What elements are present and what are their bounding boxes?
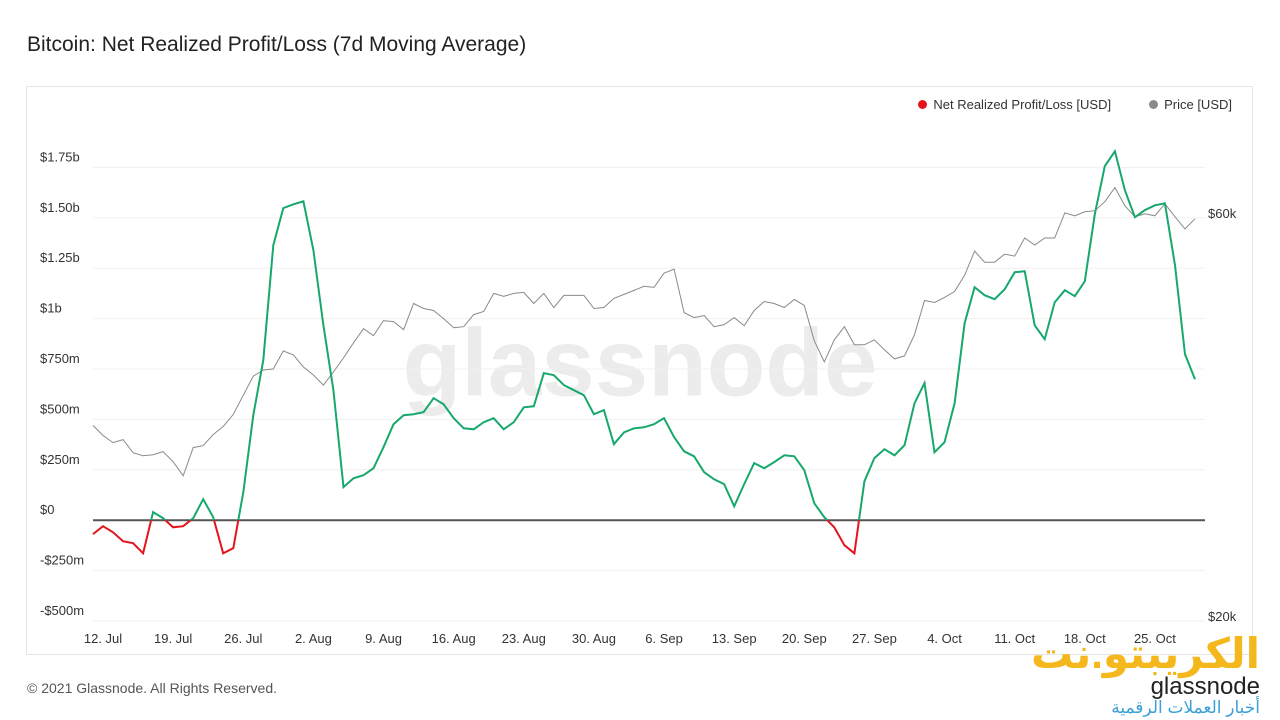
x-tick-label: 2. Aug — [295, 631, 332, 646]
x-tick-label: 19. Jul — [154, 631, 192, 646]
y-tick-label: -$250m — [40, 553, 84, 568]
x-tick-label: 26. Jul — [224, 631, 262, 646]
y-tick-label: $250m — [40, 452, 80, 467]
logo-brand: glassnode — [1150, 673, 1260, 700]
y-tick-label: $1b — [40, 301, 62, 316]
logo-name: الكريبتو.نت — [1030, 630, 1260, 677]
legend-swatch — [918, 100, 928, 109]
legend-item: Price [USD] — [1149, 97, 1232, 112]
x-tick-label: 30. Aug — [572, 631, 616, 646]
chart-title: Bitcoin: Net Realized Profit/Loss (7d Mo… — [27, 33, 527, 56]
y-tick-label: -$500m — [40, 603, 84, 618]
x-tick-label: 23. Aug — [502, 631, 546, 646]
legend-label: Net Realized Profit/Loss [USD] — [933, 97, 1112, 112]
series-line-positive — [150, 148, 1196, 521]
x-tick-label: 11. Oct — [994, 631, 1035, 646]
logo: الكريبتو.نت glassnode أخبار العملات الرق… — [1031, 632, 1260, 718]
footer: © 2021 Glassnode. All Rights Reserved. — [27, 680, 278, 696]
y-tick-label: $0 — [40, 502, 54, 517]
y2-tick-label: $20k — [1208, 609, 1237, 624]
y2-tick-label: $60k — [1208, 206, 1237, 221]
legend: Net Realized Profit/Loss [USD] Price [USD… — [918, 97, 1232, 112]
x-tick-label: 27. Sep — [852, 631, 897, 646]
x-tick-label: 13. Sep — [712, 631, 757, 646]
x-tick-label: 9. Aug — [365, 631, 402, 646]
x-tick-label: 12. Jul — [84, 631, 122, 646]
y-tick-label: $1.75b — [40, 149, 80, 164]
x-tick-label: 16. Aug — [432, 631, 476, 646]
y-tick-label: $1.50b — [40, 200, 80, 215]
x-tick-label: 25. Oct — [1134, 631, 1176, 646]
legend-item: Net Realized Profit/Loss [USD] — [918, 97, 1111, 112]
x-tick-label: 20. Sep — [782, 631, 827, 646]
x-tick-label: 4. Oct — [927, 631, 962, 646]
watermark: glassnode — [403, 309, 878, 416]
legend-label: Price [USD] — [1164, 97, 1232, 112]
series-line — [92, 186, 1196, 477]
x-tick-label: 18. Oct — [1064, 631, 1106, 646]
logo-tagline: أخبار العملات الرقمية — [1111, 698, 1260, 717]
y-tick-label: $1.25b — [40, 250, 80, 265]
legend-swatch — [1149, 100, 1159, 109]
x-tick-label: 6. Sep — [645, 631, 683, 646]
y-tick-label: $500m — [40, 401, 80, 416]
y-tick-label: $750m — [40, 351, 80, 366]
plot-frame — [26, 86, 1253, 655]
